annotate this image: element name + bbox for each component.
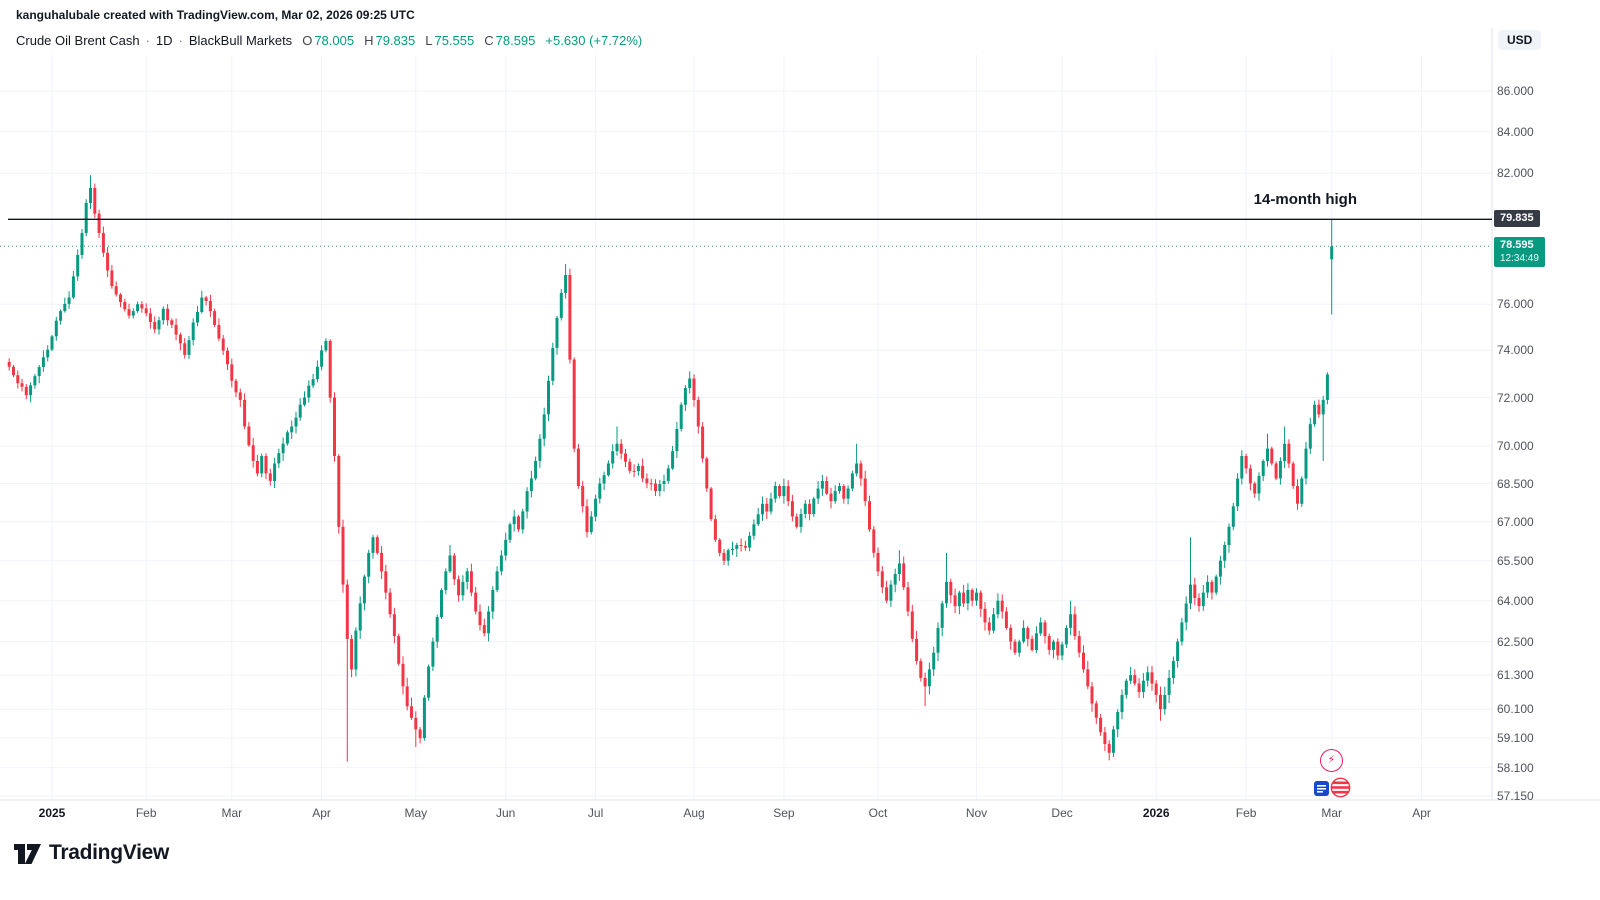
current-price-badge: 78.595 12:34:49 bbox=[1494, 237, 1545, 268]
symbol-exchange[interactable]: BlackBull Markets bbox=[188, 33, 293, 48]
symbol-info-bar[interactable]: Crude Oil Brent Cash · 1D · BlackBull Ma… bbox=[16, 33, 642, 48]
bar-countdown: 12:34:49 bbox=[1500, 253, 1539, 265]
low-value: 75.555 bbox=[434, 33, 475, 48]
symbol-interval[interactable]: 1D bbox=[155, 33, 173, 48]
current-price-value: 78.595 bbox=[1500, 239, 1534, 252]
inventory-event-icon[interactable] bbox=[1330, 777, 1351, 798]
high-label: H bbox=[364, 33, 374, 48]
separator: · bbox=[145, 33, 150, 48]
creator-watermark: kanguhalubale created with TradingView.c… bbox=[16, 8, 415, 22]
close-label: C bbox=[484, 33, 494, 48]
close-value: 78.595 bbox=[495, 33, 536, 48]
tradingview-logo-text: TradingView bbox=[49, 841, 170, 864]
separator: · bbox=[178, 33, 183, 48]
lightning-glyph: ⚡ bbox=[1327, 754, 1336, 766]
high-annotation-label[interactable]: 14-month high bbox=[1253, 191, 1357, 209]
candlestick-chart[interactable] bbox=[0, 0, 1600, 830]
tradingview-logo-icon bbox=[14, 844, 41, 864]
lightning-event-icon[interactable]: ⚡ bbox=[1320, 749, 1343, 772]
high-price-badge: 79.835 bbox=[1494, 210, 1540, 228]
change-value: +5.630 (+7.72%) bbox=[545, 33, 643, 48]
symbol-title[interactable]: Crude Oil Brent Cash bbox=[16, 33, 140, 48]
low-label: L bbox=[425, 33, 433, 48]
report-event-icon[interactable] bbox=[1314, 781, 1329, 796]
open-value: 78.005 bbox=[314, 33, 355, 48]
inventory-icon-graphic bbox=[1330, 777, 1351, 798]
report-icon-graphic bbox=[1314, 781, 1329, 796]
tradingview-logo[interactable]: TradingView bbox=[14, 841, 169, 865]
currency-badge[interactable]: USD bbox=[1498, 30, 1542, 50]
high-value: 79.835 bbox=[375, 33, 416, 48]
open-label: O bbox=[302, 33, 313, 48]
